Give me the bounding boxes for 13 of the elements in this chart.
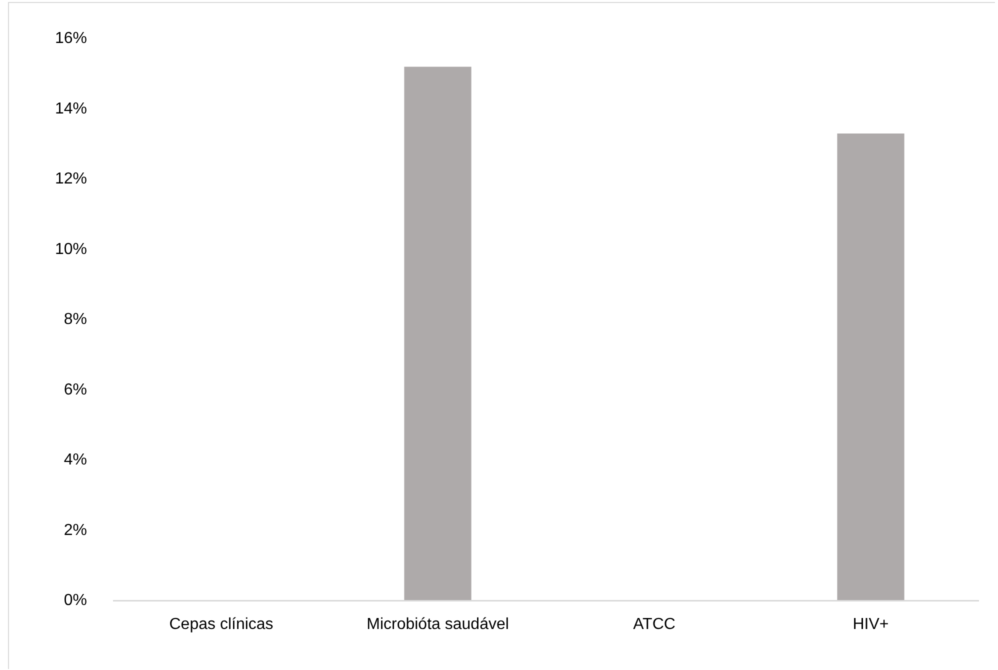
y-tick-label: 2% [64,522,88,539]
y-tick-label: 0% [64,592,88,610]
y-tick-label: 4% [64,452,88,469]
x-tick-label: HIV+ [852,616,889,633]
x-tick-label: Cepas clínicas [169,616,274,633]
y-tick-label: 6% [64,381,88,398]
y-tick-label: 12% [54,170,88,188]
x-tick-label: ATCC [633,616,676,633]
y-tick-label: 14% [54,100,88,118]
y-tick-label: 8% [64,311,88,328]
y-tick-label: 10% [54,240,88,258]
y-tick-label: 16% [54,30,88,48]
x-tick-label: Microbióta saudável [366,616,509,633]
